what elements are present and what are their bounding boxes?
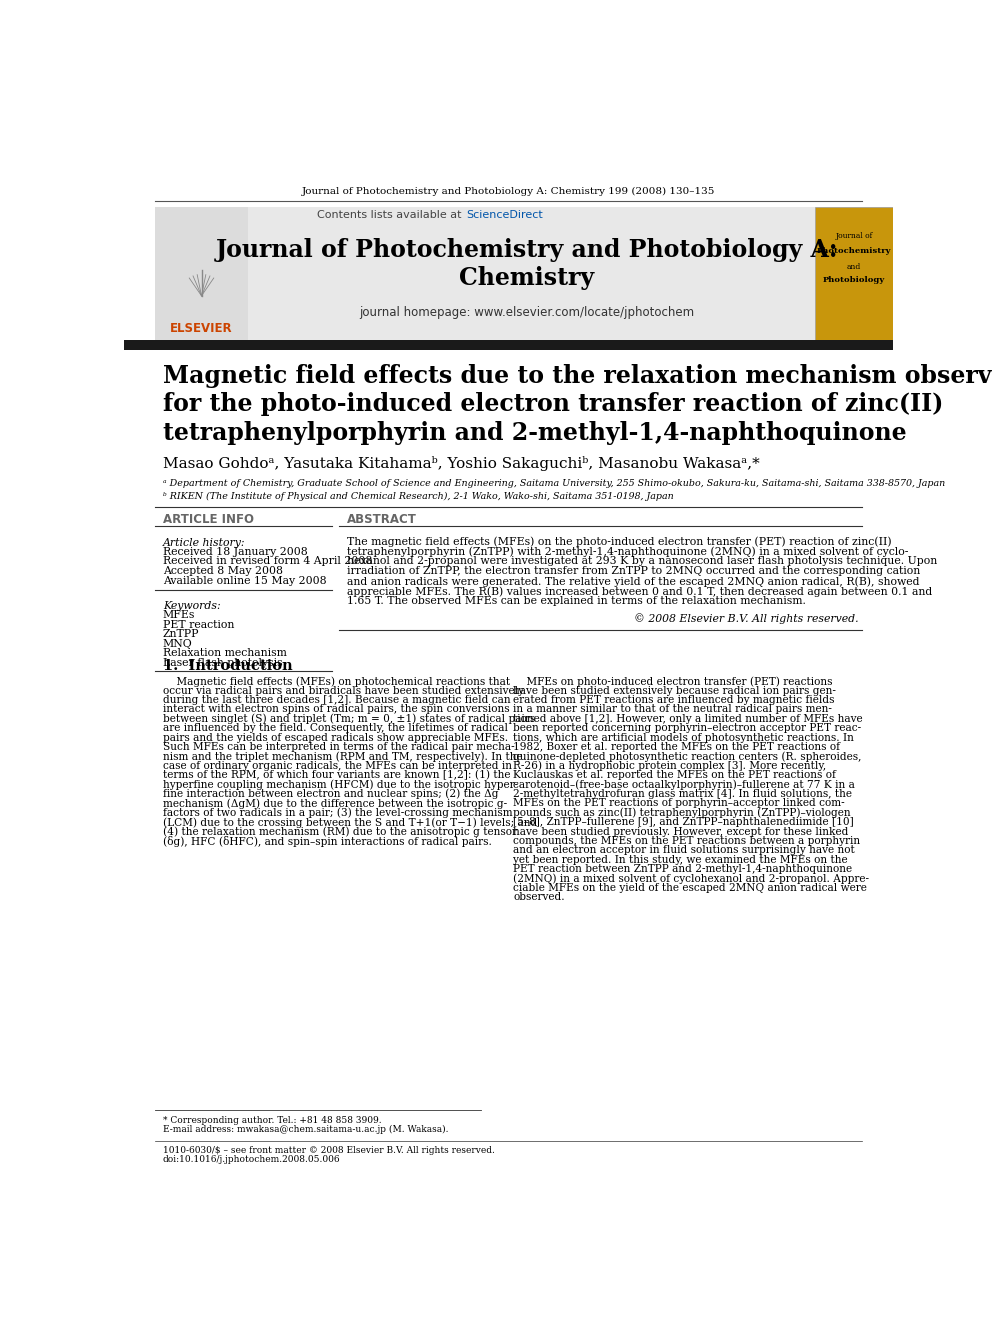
Text: during the last three decades [1,2]. Because a magnetic field can: during the last three decades [1,2]. Bec… (163, 695, 510, 705)
Text: nism and the triplet mechanism (RPM and TM, respectively). In the: nism and the triplet mechanism (RPM and … (163, 751, 523, 762)
Text: Masao Gohdoᵃ, Yasutaka Kitahamaᵇ, Yoshio Sakaguchiᵇ, Masanobu Wakasaᵃ,*: Masao Gohdoᵃ, Yasutaka Kitahamaᵇ, Yoshio… (163, 456, 760, 471)
Text: irradiation of ZnTPP, the electron transfer from ZnTPP to 2MNQ occurred and the : irradiation of ZnTPP, the electron trans… (347, 566, 921, 576)
Text: 1010-6030/$ – see front matter © 2008 Elsevier B.V. All rights reserved.: 1010-6030/$ – see front matter © 2008 El… (163, 1146, 495, 1155)
Text: terms of the RPM, of which four variants are known [1,2]: (1) the: terms of the RPM, of which four variants… (163, 770, 510, 781)
Text: ᵃ Department of Chemistry, Graduate School of Science and Engineering, Saitama U: ᵃ Department of Chemistry, Graduate Scho… (163, 479, 945, 488)
Text: tetraphenylporphyrin and 2-methyl-1,4-naphthoquinone: tetraphenylporphyrin and 2-methyl-1,4-na… (163, 421, 907, 445)
Text: * Corresponding author. Tel.: +81 48 858 3909.: * Corresponding author. Tel.: +81 48 858… (163, 1115, 381, 1125)
Text: [5–8], ZnTPP–fullerene [9], and ZnTPP–naphthalenediimide [10]: [5–8], ZnTPP–fullerene [9], and ZnTPP–na… (513, 818, 854, 827)
Text: observed.: observed. (513, 892, 564, 902)
Text: doi:10.1016/j.jphotochem.2008.05.006: doi:10.1016/j.jphotochem.2008.05.006 (163, 1155, 340, 1164)
FancyBboxPatch shape (155, 208, 815, 340)
Text: Such MFEs can be interpreted in terms of the radical pair mecha-: Such MFEs can be interpreted in terms of… (163, 742, 515, 751)
Text: Photobiology: Photobiology (823, 277, 885, 284)
Text: tions, which are artificial models of photosynthetic reactions. In: tions, which are artificial models of ph… (513, 733, 854, 742)
Text: tioned above [1,2]. However, only a limited number of MFEs have: tioned above [1,2]. However, only a limi… (513, 714, 863, 724)
Text: Accepted 8 May 2008: Accepted 8 May 2008 (163, 566, 283, 576)
Text: for the photo-induced electron transfer reaction of zinc(II): for the photo-induced electron transfer … (163, 393, 943, 417)
Text: carotenoid–(free-base octaalkylporphyrin)–fullerene at 77 K in a: carotenoid–(free-base octaalkylporphyrin… (513, 779, 855, 790)
Text: Available online 15 May 2008: Available online 15 May 2008 (163, 576, 326, 586)
Text: factors of two radicals in a pair; (3) the level-crossing mechanism: factors of two radicals in a pair; (3) t… (163, 808, 513, 819)
Text: and: and (847, 262, 861, 271)
Text: been reported concerning porphyrin–electron acceptor PET reac-: been reported concerning porphyrin–elect… (513, 724, 861, 733)
Text: Received in revised form 4 April 2008: Received in revised form 4 April 2008 (163, 557, 372, 566)
Text: ABSTRACT: ABSTRACT (347, 512, 417, 525)
Text: Photochemistry: Photochemistry (816, 247, 891, 255)
Text: ciable MFEs on the yield of the escaped 2MNQ anion radical were: ciable MFEs on the yield of the escaped … (513, 882, 867, 893)
Text: 1.65 T. The observed MFEs can be explained in terms of the relaxation mechanism.: 1.65 T. The observed MFEs can be explain… (347, 597, 806, 606)
Text: in a manner similar to that of the neutral radical pairs men-: in a manner similar to that of the neutr… (513, 704, 832, 714)
Text: pairs and the yields of escaped radicals show appreciable MFEs.: pairs and the yields of escaped radicals… (163, 733, 508, 742)
Text: appreciable MFEs. The R(B) values increased between 0 and 0.1 T, then decreased : appreciable MFEs. The R(B) values increa… (347, 586, 932, 597)
Text: hyperfine coupling mechanism (HFCM) due to the isotropic hyper-: hyperfine coupling mechanism (HFCM) due … (163, 779, 518, 790)
Text: PET reaction: PET reaction (163, 619, 234, 630)
Text: (δg), HFC (δHFC), and spin–spin interactions of radical pairs.: (δg), HFC (δHFC), and spin–spin interact… (163, 836, 492, 847)
Text: and anion radicals were generated. The relative yield of the escaped 2MNQ anion : and anion radicals were generated. The r… (347, 576, 920, 586)
Text: yet been reported. In this study, we examined the MFEs on the: yet been reported. In this study, we exa… (513, 855, 848, 865)
Text: have been studied previously. However, except for these linked: have been studied previously. However, e… (513, 827, 848, 836)
Text: Journal of: Journal of (835, 232, 873, 239)
Text: Laser flash photolysis: Laser flash photolysis (163, 658, 283, 668)
Text: Relaxation mechanism: Relaxation mechanism (163, 648, 287, 659)
Text: Article history:: Article history: (163, 537, 245, 548)
Text: journal homepage: www.elsevier.com/locate/jphotochem: journal homepage: www.elsevier.com/locat… (359, 306, 694, 319)
Text: between singlet (S) and triplet (Tm; m = 0, ±1) states of radical pairs: between singlet (S) and triplet (Tm; m =… (163, 714, 535, 724)
Text: ELSEVIER: ELSEVIER (171, 321, 233, 335)
Text: pounds such as zinc(II) tetraphenylporphyrin (ZnTPP)–viologen: pounds such as zinc(II) tetraphenylporph… (513, 808, 851, 819)
Text: have been studied extensively because radical ion pairs gen-: have been studied extensively because ra… (513, 685, 836, 696)
Text: tetraphenylporphyrin (ZnTPP) with 2-methyl-1,4-naphthoquinone (2MNQ) in a mixed : tetraphenylporphyrin (ZnTPP) with 2-meth… (347, 546, 909, 557)
Text: Journal of Photochemistry and Photobiology A:: Journal of Photochemistry and Photobiolo… (215, 238, 838, 262)
Text: interact with electron spins of radical pairs, the spin conversions: interact with electron spins of radical … (163, 704, 509, 714)
Text: E-mail address: mwakasa@chem.saitama-u.ac.jp (M. Wakasa).: E-mail address: mwakasa@chem.saitama-u.a… (163, 1125, 448, 1134)
Text: ᵇ RIKEN (The Institute of Physical and Chemical Research), 2-1 Wako, Wako-shi, S: ᵇ RIKEN (The Institute of Physical and C… (163, 491, 674, 500)
Text: © 2008 Elsevier B.V. All rights reserved.: © 2008 Elsevier B.V. All rights reserved… (634, 613, 859, 624)
FancyBboxPatch shape (815, 208, 893, 340)
Text: are influenced by the field. Consequently, the lifetimes of radical: are influenced by the field. Consequentl… (163, 724, 508, 733)
Text: (2MNQ) in a mixed solvent of cyclohexanol and 2-propanol. Appre-: (2MNQ) in a mixed solvent of cyclohexano… (513, 873, 869, 884)
Text: Contents lists available at: Contents lists available at (317, 210, 465, 220)
Text: MFEs on photo-induced electron transfer (PET) reactions: MFEs on photo-induced electron transfer … (513, 676, 832, 687)
Text: quinone-depleted photosynthetic reaction centers (R. spheroides,: quinone-depleted photosynthetic reaction… (513, 751, 861, 762)
Text: Received 18 January 2008: Received 18 January 2008 (163, 546, 308, 557)
Text: (LCM) due to the crossing between the S and T+1(or T−1) levels; and: (LCM) due to the crossing between the S … (163, 818, 537, 828)
Text: erated from PET reactions are influenced by magnetic fields: erated from PET reactions are influenced… (513, 695, 834, 705)
Text: 2-methyltetrahydrofuran glass matrix [4]. In fluid solutions, the: 2-methyltetrahydrofuran glass matrix [4]… (513, 789, 852, 799)
Text: ScienceDirect: ScienceDirect (466, 210, 543, 220)
FancyBboxPatch shape (124, 340, 893, 351)
Text: Journal of Photochemistry and Photobiology A: Chemistry 199 (2008) 130–135: Journal of Photochemistry and Photobiolo… (302, 187, 715, 196)
Text: compounds, the MFEs on the PET reactions between a porphyrin: compounds, the MFEs on the PET reactions… (513, 836, 860, 845)
Text: fine interaction between electron and nuclear spins; (2) the Δg: fine interaction between electron and nu… (163, 789, 498, 799)
Text: R-26) in a hydrophobic protein complex [3]. More recently,: R-26) in a hydrophobic protein complex [… (513, 761, 826, 771)
Text: PET reaction between ZnTPP and 2-methyl-1,4-naphthoquinone: PET reaction between ZnTPP and 2-methyl-… (513, 864, 852, 875)
Text: MNQ: MNQ (163, 639, 192, 648)
Text: mechanism (ΔgM) due to the difference between the isotropic g-: mechanism (ΔgM) due to the difference be… (163, 798, 507, 808)
Text: MFEs on the PET reactions of porphyrin–acceptor linked com-: MFEs on the PET reactions of porphyrin–a… (513, 798, 844, 808)
Text: and an electron acceptor in fluid solutions surprisingly have not: and an electron acceptor in fluid soluti… (513, 845, 855, 855)
Text: ZnTPP: ZnTPP (163, 630, 199, 639)
Text: 1.  Introduction: 1. Introduction (163, 659, 293, 673)
Text: (4) the relaxation mechanism (RM) due to the anisotropic g tensor: (4) the relaxation mechanism (RM) due to… (163, 827, 517, 837)
Text: Magnetic field effects (MFEs) on photochemical reactions that: Magnetic field effects (MFEs) on photoch… (163, 676, 510, 687)
Text: Keywords:: Keywords: (163, 601, 220, 611)
FancyBboxPatch shape (155, 208, 248, 340)
Text: Chemistry: Chemistry (459, 266, 594, 290)
Text: MFEs: MFEs (163, 610, 195, 620)
Text: case of ordinary organic radicals, the MFEs can be interpreted in: case of ordinary organic radicals, the M… (163, 761, 512, 771)
Text: Kuclauskas et al. reported the MFEs on the PET reactions of: Kuclauskas et al. reported the MFEs on t… (513, 770, 836, 781)
Text: ARTICLE INFO: ARTICLE INFO (163, 512, 254, 525)
Text: The magnetic field effects (MFEs) on the photo-induced electron transfer (PET) r: The magnetic field effects (MFEs) on the… (347, 536, 892, 546)
Text: 1982, Boxer et al. reported the MFEs on the PET reactions of: 1982, Boxer et al. reported the MFEs on … (513, 742, 840, 751)
Text: Magnetic field effects due to the relaxation mechanism observed: Magnetic field effects due to the relaxa… (163, 364, 992, 388)
Text: hexanol and 2-propanol were investigated at 293 K by a nanosecond laser flash ph: hexanol and 2-propanol were investigated… (347, 556, 937, 566)
Text: occur via radical pairs and biradicals have been studied extensively: occur via radical pairs and biradicals h… (163, 685, 524, 696)
